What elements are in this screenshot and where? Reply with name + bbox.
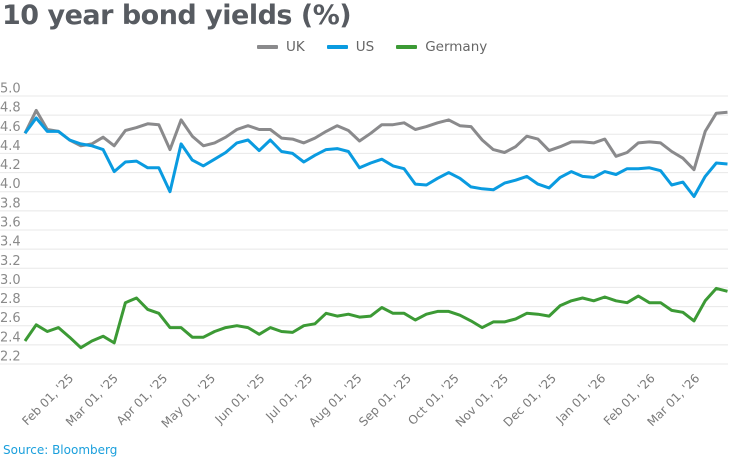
y-tick-label: 4.6 <box>0 120 21 135</box>
legend-item-uk: UK <box>257 39 305 55</box>
y-tick-label: 2.4 <box>0 330 21 345</box>
y-tick-label: 3.2 <box>0 254 21 269</box>
y-tick-label: 3.6 <box>0 216 21 231</box>
series-line-germany <box>23 286 728 350</box>
x-tick-label: Jul 01, '25 <box>262 371 315 424</box>
y-tick-label: 4.2 <box>0 158 21 173</box>
y-tick-label: 2.8 <box>0 292 21 307</box>
y-tick-label: 4.0 <box>0 177 21 192</box>
y-tick-label: 3.4 <box>0 235 21 250</box>
legend-label-uk: UK <box>286 39 305 55</box>
y-tick-label: 5.0 <box>0 82 21 97</box>
legend-label-germany: Germany <box>425 39 488 55</box>
legend-swatch-germany <box>396 45 418 49</box>
legend-item-germany: Germany <box>396 39 487 55</box>
series-line-uk <box>23 108 728 172</box>
legend-swatch-uk <box>257 45 278 49</box>
y-tick-label: 3.0 <box>0 273 21 288</box>
x-tick-label: Jun 01, '25 <box>212 371 268 427</box>
y-tick-label: 2.2 <box>0 350 21 365</box>
x-tick-label: Aug 01, '25 <box>306 371 364 429</box>
legend-item-us: US <box>326 39 375 55</box>
legend: UK US Germany <box>257 39 487 55</box>
x-tick-label: Sep 01, '25 <box>356 371 414 429</box>
chart-title: 10 year bond yields (%) <box>2 0 352 31</box>
legend-label-us: US <box>355 39 375 55</box>
legend-swatch-us <box>326 45 348 49</box>
y-tick-label: 3.8 <box>0 196 21 211</box>
series-line-us <box>23 116 728 198</box>
y-tick-label: 4.4 <box>0 139 21 154</box>
y-tick-label: 4.8 <box>0 101 21 116</box>
source-note: Source: Bloomberg <box>3 443 118 457</box>
y-tick-label: 2.6 <box>0 311 21 326</box>
